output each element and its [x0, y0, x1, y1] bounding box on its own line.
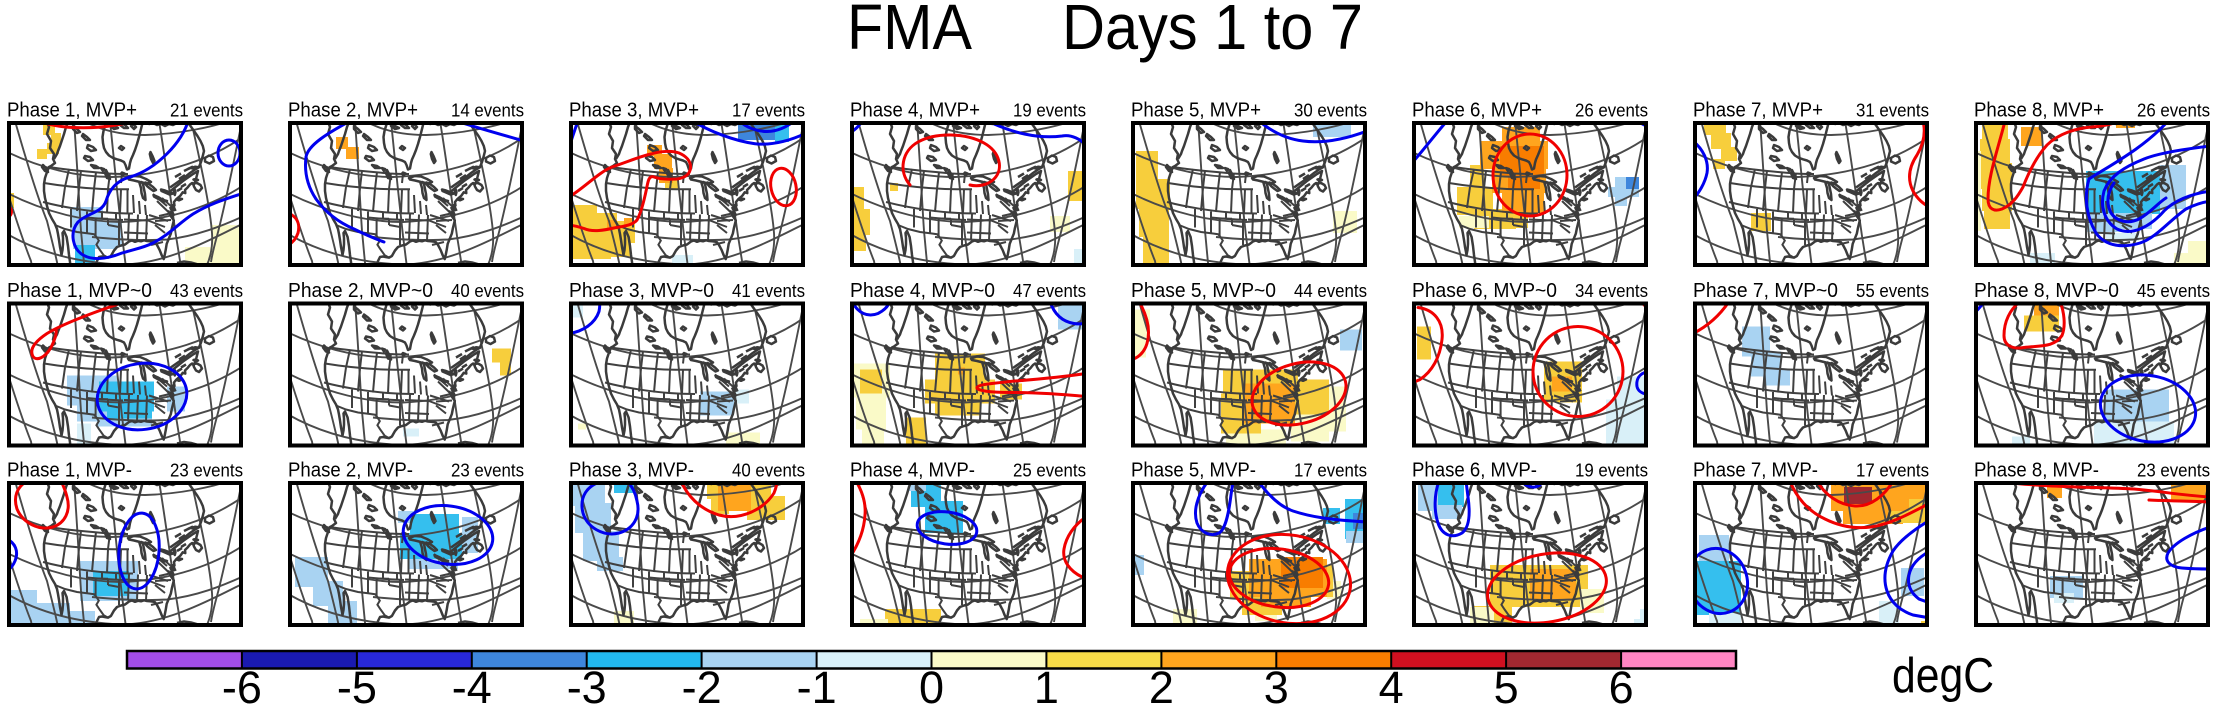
svg-text:Phase 1, MVP-: Phase 1, MVP-: [7, 460, 132, 482]
svg-text:FMA: FMA: [847, 0, 972, 63]
svg-text:0: 0: [919, 662, 944, 708]
svg-text:Phase 5, MVP-: Phase 5, MVP-: [1131, 460, 1256, 482]
svg-text:Phase 3, MVP+: Phase 3, MVP+: [569, 100, 699, 122]
svg-text:34 events: 34 events: [1575, 281, 1648, 301]
svg-text:55 events: 55 events: [1856, 281, 1929, 301]
svg-text:6: 6: [1609, 662, 1634, 708]
svg-text:45 events: 45 events: [2137, 281, 2210, 301]
svg-text:Phase 2, MVP-: Phase 2, MVP-: [288, 460, 413, 482]
svg-text:25 events: 25 events: [1013, 461, 1086, 481]
svg-text:Phase 7, MVP~0: Phase 7, MVP~0: [1693, 280, 1838, 302]
svg-text:31 events: 31 events: [1856, 101, 1929, 121]
svg-text:-6: -6: [222, 662, 262, 708]
svg-text:26 events: 26 events: [1575, 101, 1648, 121]
svg-text:44 events: 44 events: [1294, 281, 1367, 301]
svg-text:Phase 8, MVP-: Phase 8, MVP-: [1974, 460, 2099, 482]
svg-text:3: 3: [1264, 662, 1289, 708]
svg-text:41 events: 41 events: [732, 281, 805, 301]
svg-text:Days 1 to 7: Days 1 to 7: [1062, 0, 1363, 63]
svg-text:2: 2: [1149, 662, 1174, 708]
svg-text:Phase 2, MVP+: Phase 2, MVP+: [288, 100, 418, 122]
svg-text:Phase 7, MVP-: Phase 7, MVP-: [1693, 460, 1818, 482]
svg-text:-2: -2: [682, 662, 722, 708]
svg-text:43 events: 43 events: [170, 281, 243, 301]
svg-text:14 events: 14 events: [451, 101, 524, 121]
svg-text:40 events: 40 events: [732, 461, 805, 481]
svg-text:Phase 4, MVP+: Phase 4, MVP+: [850, 100, 980, 122]
svg-text:23 events: 23 events: [170, 461, 243, 481]
svg-text:17 events: 17 events: [1294, 461, 1367, 481]
svg-text:Phase 1, MVP+: Phase 1, MVP+: [7, 100, 137, 122]
svg-text:-4: -4: [452, 662, 492, 708]
svg-text:47 events: 47 events: [1013, 281, 1086, 301]
svg-text:4: 4: [1379, 662, 1404, 708]
svg-text:Phase 2, MVP~0: Phase 2, MVP~0: [288, 280, 433, 302]
svg-text:5: 5: [1494, 662, 1519, 708]
svg-text:Phase 6, MVP~0: Phase 6, MVP~0: [1412, 280, 1557, 302]
svg-text:Phase 3, MVP~0: Phase 3, MVP~0: [569, 280, 714, 302]
svg-text:23 events: 23 events: [451, 461, 524, 481]
svg-text:Phase 5, MVP+: Phase 5, MVP+: [1131, 100, 1261, 122]
svg-text:Phase 4, MVP-: Phase 4, MVP-: [850, 460, 975, 482]
svg-text:Phase 4, MVP~0: Phase 4, MVP~0: [850, 280, 995, 302]
svg-text:-5: -5: [337, 662, 377, 708]
svg-text:Phase 6, MVP-: Phase 6, MVP-: [1412, 460, 1537, 482]
svg-text:Phase 6, MVP+: Phase 6, MVP+: [1412, 100, 1542, 122]
svg-text:Phase 1, MVP~0: Phase 1, MVP~0: [7, 280, 152, 302]
svg-text:40 events: 40 events: [451, 281, 524, 301]
svg-text:19 events: 19 events: [1575, 461, 1648, 481]
svg-text:1: 1: [1034, 662, 1059, 708]
svg-text:-1: -1: [797, 662, 837, 708]
svg-text:23 events: 23 events: [2137, 461, 2210, 481]
svg-text:degC: degC: [1892, 649, 1994, 703]
svg-text:Phase 8, MVP~0: Phase 8, MVP~0: [1974, 280, 2119, 302]
svg-text:Phase 7, MVP+: Phase 7, MVP+: [1693, 100, 1823, 122]
svg-text:21 events: 21 events: [170, 101, 243, 121]
svg-text:Phase 5, MVP~0: Phase 5, MVP~0: [1131, 280, 1276, 302]
svg-text:19 events: 19 events: [1013, 101, 1086, 121]
svg-text:Phase 8, MVP+: Phase 8, MVP+: [1974, 100, 2104, 122]
svg-text:-3: -3: [567, 662, 607, 708]
svg-text:26 events: 26 events: [2137, 101, 2210, 121]
svg-text:17 events: 17 events: [732, 101, 805, 121]
svg-text:30 events: 30 events: [1294, 101, 1367, 121]
svg-text:17 events: 17 events: [1856, 461, 1929, 481]
svg-text:Phase 3, MVP-: Phase 3, MVP-: [569, 460, 694, 482]
